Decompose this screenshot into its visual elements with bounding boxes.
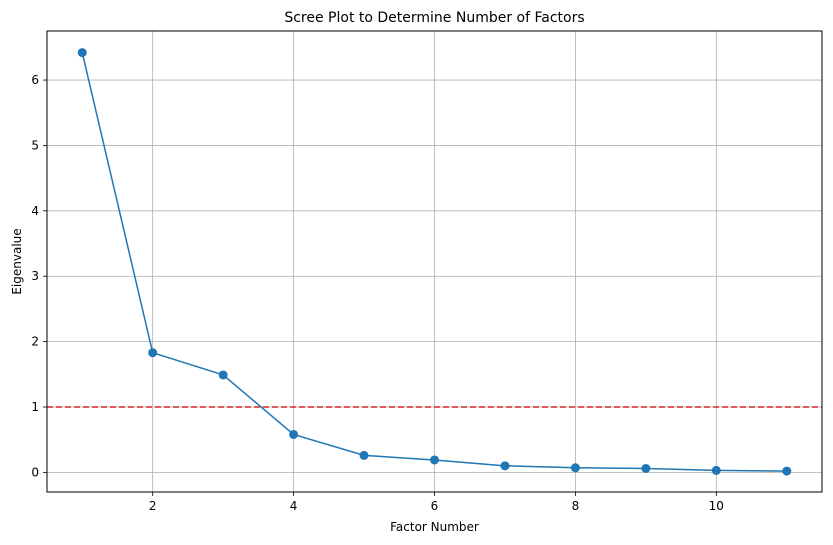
x-tick-label: 6: [431, 499, 439, 513]
y-tick-label: 2: [31, 335, 39, 349]
data-point: [782, 466, 792, 476]
data-point: [77, 48, 87, 58]
data-point: [218, 370, 228, 380]
data-point: [641, 463, 651, 473]
y-tick-label: 4: [31, 204, 39, 218]
y-axis-label: Eigenvalue: [10, 228, 24, 294]
x-tick-label: 8: [572, 499, 580, 513]
y-axis-ticks: 0 1 2 3 4 5 6: [31, 73, 47, 479]
data-point: [711, 465, 721, 475]
data-point: [148, 348, 158, 358]
grid-lines: [47, 31, 822, 492]
data-point: [289, 429, 299, 439]
data-point: [430, 455, 439, 465]
y-tick-label: 6: [31, 73, 39, 87]
y-tick-label: 1: [31, 400, 39, 414]
chart-title: Scree Plot to Determine Number of Factor…: [284, 10, 584, 26]
x-tick-label: 2: [149, 499, 157, 513]
x-tick-label: 4: [290, 499, 298, 513]
x-tick-label: 10: [709, 499, 724, 513]
y-tick-label: 5: [31, 138, 39, 152]
data-point: [570, 463, 580, 473]
series-layer: [77, 48, 792, 476]
y-tick-label: 3: [31, 269, 39, 283]
data-point: [500, 461, 510, 471]
y-tick-label: 0: [31, 465, 39, 479]
x-axis-ticks: 2 4 6 8 10: [149, 492, 724, 513]
x-axis-label: Factor Number: [390, 520, 479, 534]
data-point: [359, 450, 369, 460]
